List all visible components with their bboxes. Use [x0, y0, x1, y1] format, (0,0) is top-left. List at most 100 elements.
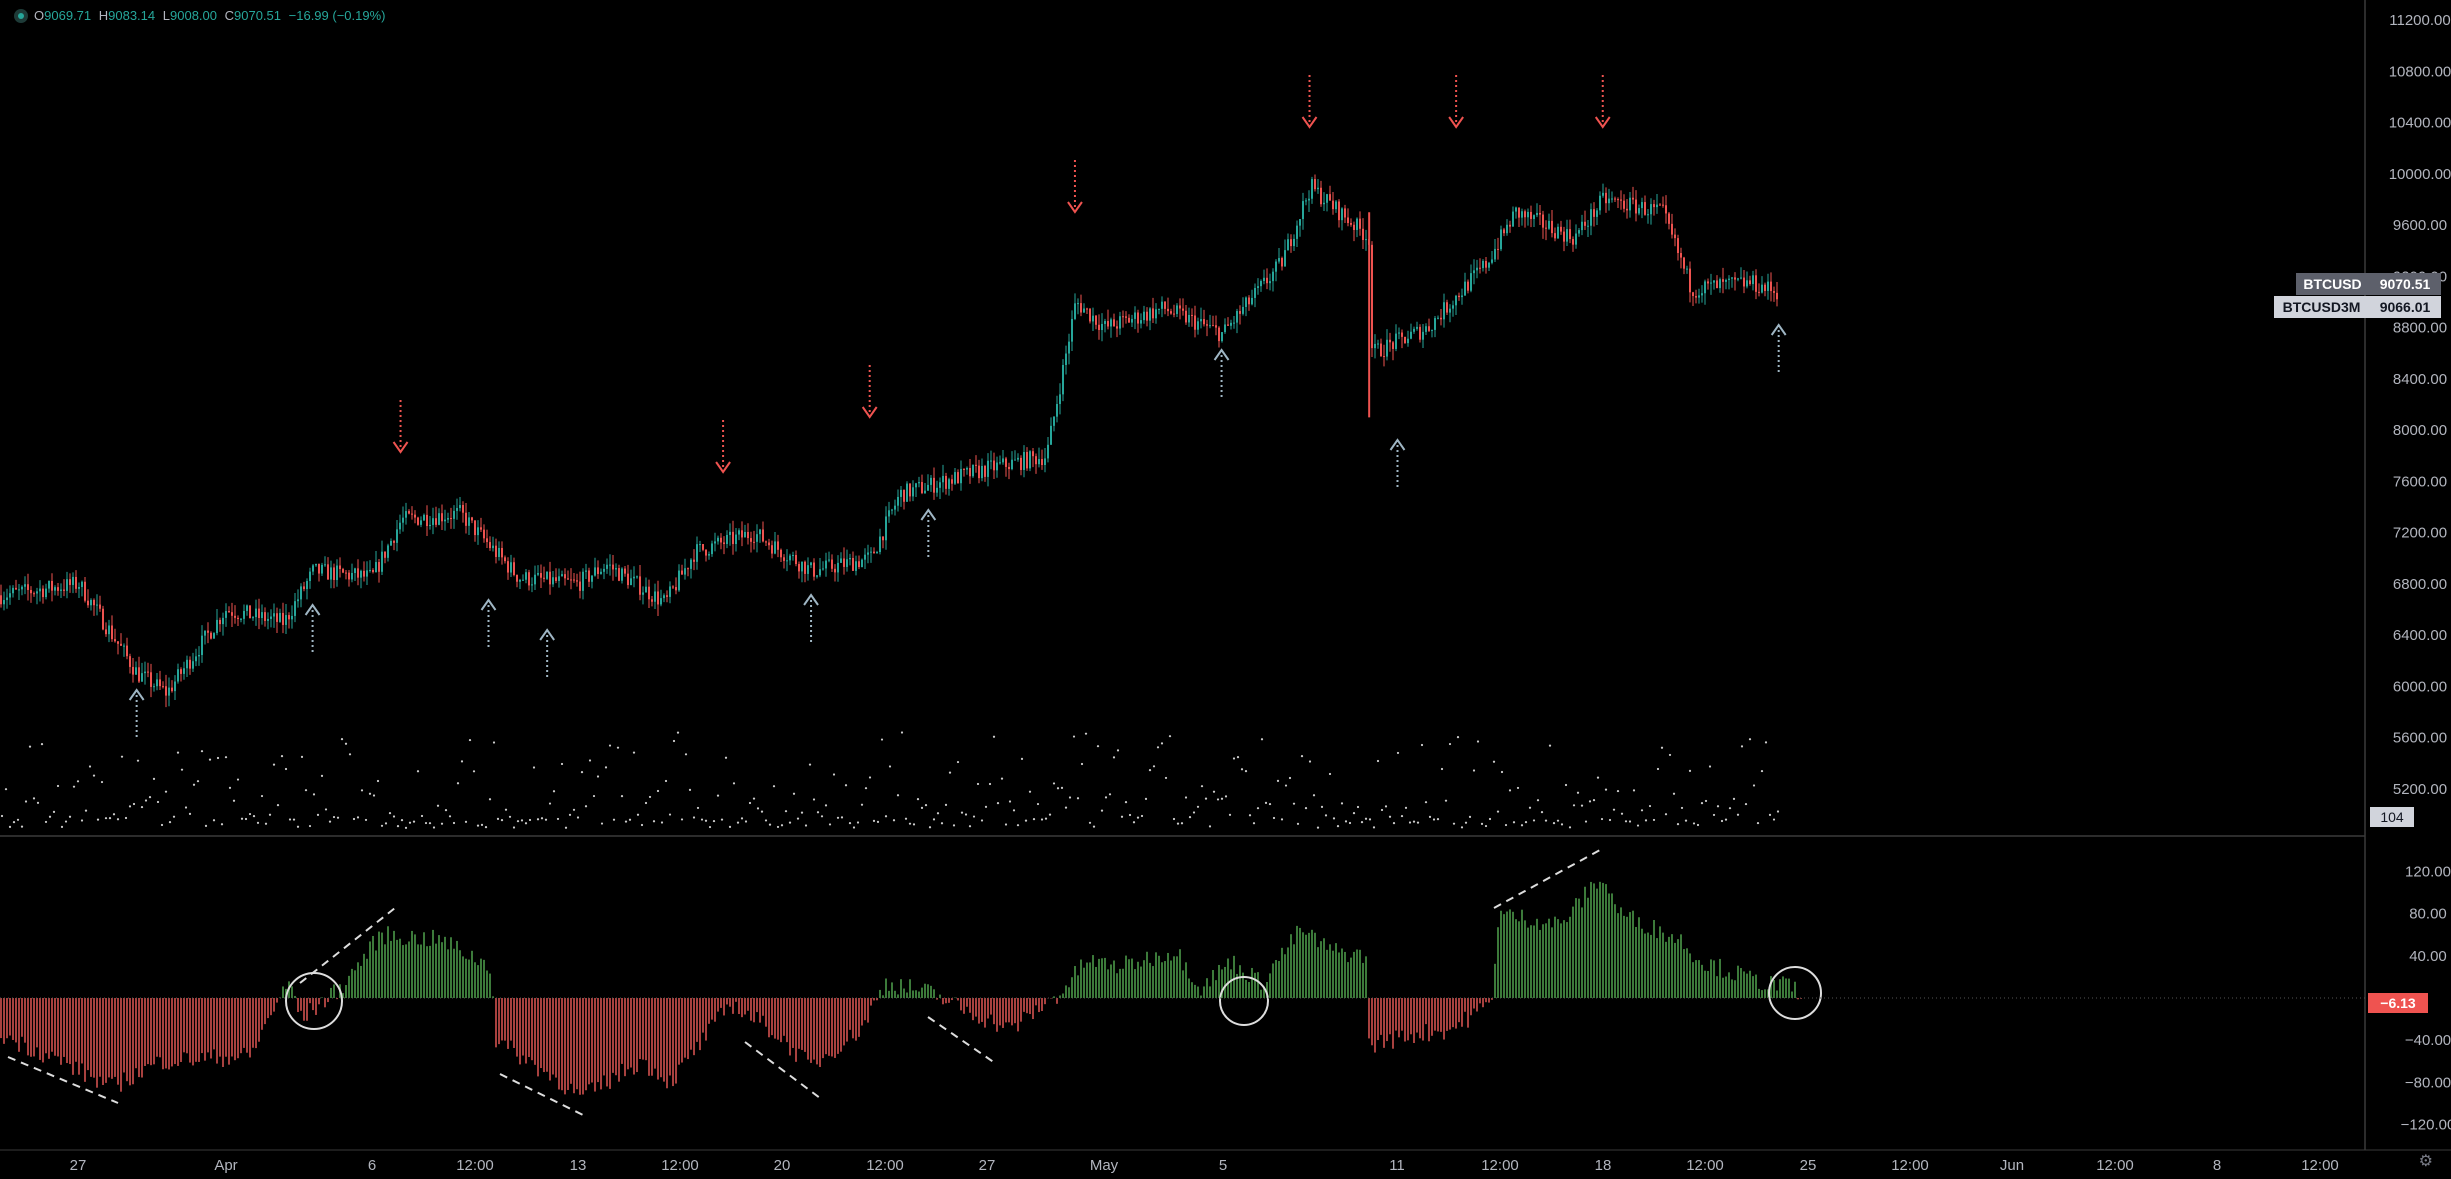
price-tick-label: 5600.00	[2393, 730, 2447, 747]
candle-body	[921, 482, 923, 494]
volume-dot	[548, 802, 552, 805]
histogram-bar	[588, 998, 590, 1085]
candle-body	[840, 558, 842, 563]
candle-body	[360, 570, 362, 578]
candle-body	[174, 681, 176, 692]
histogram-bar	[1038, 998, 1040, 1013]
candle-body	[504, 557, 506, 562]
volume-dot	[1276, 779, 1280, 782]
volume-dot	[756, 807, 760, 810]
candle-body	[894, 505, 896, 510]
volume-dot	[528, 818, 532, 822]
volume-dot	[1328, 772, 1332, 776]
histogram-bar	[228, 998, 230, 1065]
candle-body	[1599, 195, 1601, 211]
candle-body	[1725, 279, 1727, 282]
histogram-bar	[132, 998, 134, 1085]
candle-body	[264, 612, 266, 621]
settings-gear-icon[interactable]: ⚙	[2418, 1153, 2433, 1170]
open-value: 9069.71	[44, 8, 92, 23]
histogram-bar	[1320, 941, 1322, 998]
volume-dot	[796, 817, 800, 820]
volume-dot	[360, 789, 364, 792]
candle-body	[1140, 320, 1142, 324]
candle-body	[15, 587, 17, 590]
volume-dot	[836, 816, 840, 819]
candle-body	[1452, 305, 1454, 309]
volume-dot	[724, 756, 728, 759]
volume-dot	[560, 762, 564, 766]
histogram-bar	[1017, 998, 1019, 1032]
histogram-bar	[1206, 978, 1208, 998]
histogram-bar	[621, 998, 623, 1064]
candle-body	[1365, 239, 1367, 241]
candle-body	[1755, 275, 1757, 292]
volume-dot	[992, 735, 996, 738]
sell-arrow-head	[1594, 116, 1611, 129]
histogram-bar	[1062, 993, 1064, 998]
histogram-bar	[510, 998, 512, 1041]
histogram-bar	[594, 998, 596, 1092]
histogram-bar	[105, 998, 107, 1083]
volume-dot	[1680, 806, 1684, 810]
histogram-bar	[1155, 952, 1157, 998]
histogram-bar	[246, 998, 248, 1053]
symbol-status-icon[interactable]	[14, 8, 28, 23]
histogram-bar	[369, 941, 371, 998]
histogram-bar	[933, 989, 935, 998]
candle-body	[1722, 279, 1724, 282]
volume-dot	[1464, 821, 1468, 824]
btcusd-price-tag: BTCUSD 9070.51	[2296, 273, 2441, 295]
candle-body	[687, 568, 689, 570]
candle-body	[729, 531, 731, 535]
histogram-bar	[1416, 998, 1418, 1033]
volume-dot	[996, 802, 1000, 805]
candle-body	[1167, 308, 1169, 312]
volume-dot	[1600, 817, 1604, 821]
candle-body	[99, 604, 101, 609]
volume-dot	[912, 823, 916, 826]
histogram-bar	[414, 934, 416, 998]
candle-body	[1410, 331, 1412, 339]
volume-dot	[416, 770, 420, 773]
candle-body	[672, 586, 674, 588]
volume-dot	[136, 759, 140, 762]
histogram-bar	[1083, 967, 1085, 998]
volume-dot	[1664, 813, 1668, 816]
histogram-bar	[345, 985, 347, 998]
candle-body	[768, 542, 770, 546]
histogram-bar	[714, 998, 716, 1022]
candle-body	[1566, 229, 1568, 242]
histogram-bar	[501, 998, 503, 1041]
candle-body	[783, 557, 785, 561]
volume-dot	[1256, 807, 1260, 810]
volume-dot	[784, 810, 788, 813]
histogram-bar	[1110, 964, 1112, 998]
candle-body	[888, 510, 890, 517]
candle-body	[1338, 201, 1340, 221]
histogram-bar	[1392, 998, 1394, 1049]
volume-dot	[1008, 800, 1012, 803]
candle-body	[1029, 451, 1031, 469]
volume-tag: 104	[2370, 807, 2414, 827]
histogram-bar	[270, 998, 272, 1016]
histogram-bar	[693, 998, 695, 1056]
candle-body	[1215, 325, 1217, 328]
volume-dot	[1204, 797, 1208, 800]
histogram-bar	[903, 988, 905, 998]
histogram-bar	[1311, 929, 1313, 998]
candle-body	[843, 558, 845, 567]
histogram-bar	[999, 998, 1001, 1026]
histogram-bar	[411, 930, 413, 998]
candle-body	[405, 511, 407, 518]
btcusd-price-tag-value: 9070.51	[2380, 276, 2431, 292]
histogram-bar	[150, 998, 152, 1066]
volume-dot	[1744, 802, 1748, 806]
candle-body	[1035, 456, 1037, 465]
volume-dot	[84, 809, 88, 812]
histogram-bar	[1698, 960, 1700, 998]
candle-body	[1758, 291, 1760, 293]
volume-dot	[292, 818, 296, 821]
histogram-bar	[1263, 986, 1265, 998]
